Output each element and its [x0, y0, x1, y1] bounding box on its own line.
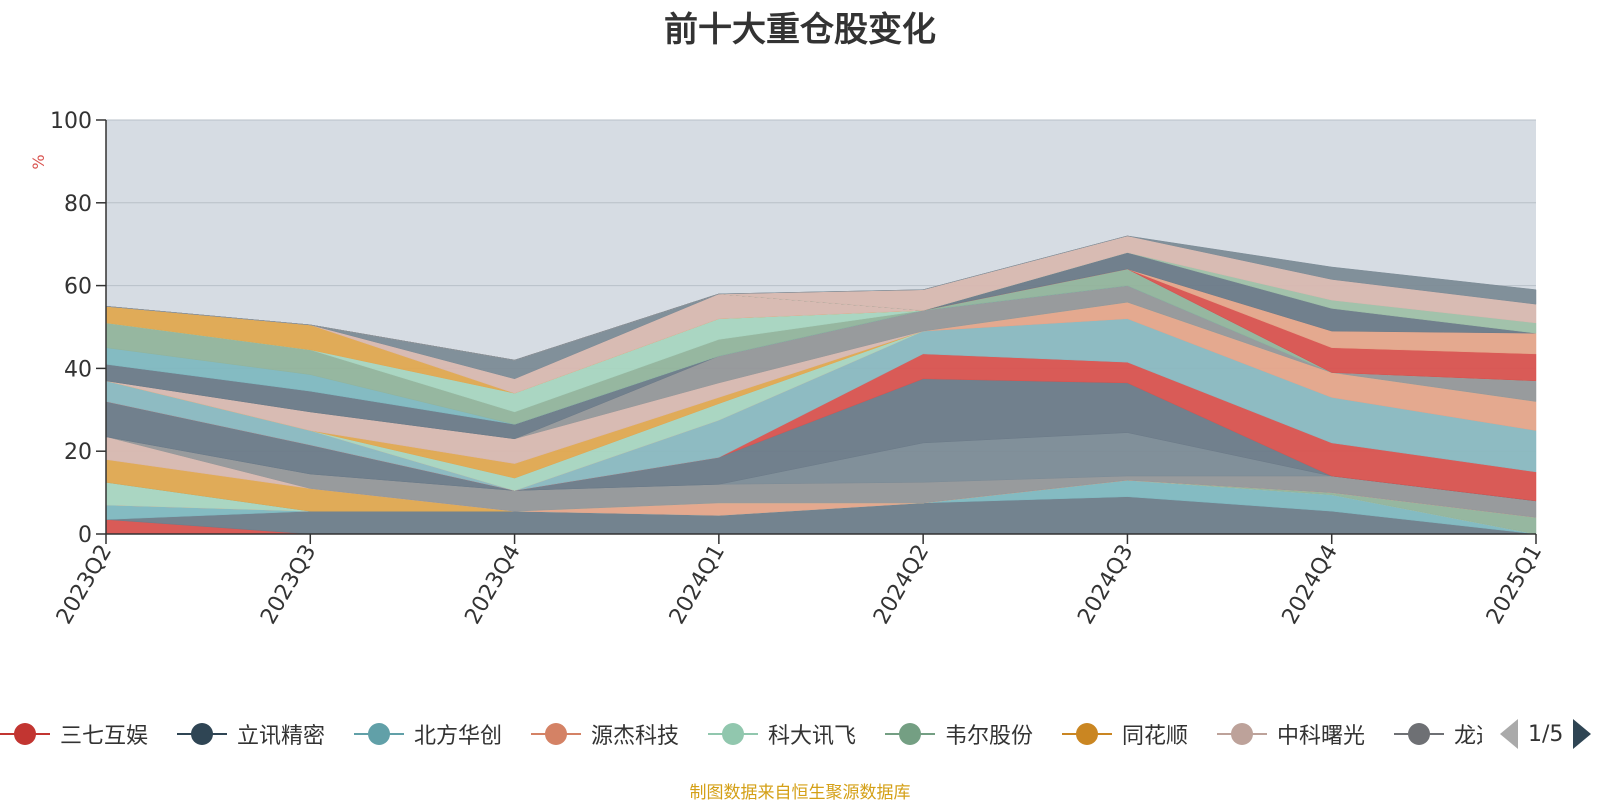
- legend-item-tonghuashun[interactable]: 同花顺: [1062, 716, 1188, 752]
- legend-item-iflytek[interactable]: 科大讯飞: [708, 716, 856, 752]
- legend-label: 北方华创: [414, 724, 503, 749]
- x-tick-label: 2024Q3: [1073, 541, 1138, 629]
- legend-marker-icon: [0, 716, 50, 752]
- legend-label: 中科曙光: [1277, 724, 1366, 749]
- y-tick-label: 40: [64, 357, 92, 382]
- legend-marker-icon: [531, 716, 581, 752]
- x-tick-label: 2024Q1: [665, 541, 730, 629]
- legend-page-indicator: 1/5: [1528, 721, 1564, 747]
- legend-label: 源杰科技: [591, 724, 680, 749]
- legend-marker-icon: [1394, 716, 1444, 752]
- legend-pager: 1/5: [1500, 718, 1592, 750]
- legend-label: 同花顺: [1122, 724, 1189, 749]
- legend-marker-icon: [1217, 716, 1267, 752]
- legend-item-naura[interactable]: 北方华创: [354, 716, 502, 752]
- legend-item-will-semi[interactable]: 韦尔股份: [885, 716, 1033, 752]
- legend-marker-icon: [177, 716, 227, 752]
- x-tick-label: 2023Q3: [256, 541, 321, 629]
- legend-label: 三七互娱: [60, 724, 149, 749]
- x-tick-label: 2025Q1: [1482, 541, 1547, 629]
- legend-marker-icon: [1062, 716, 1112, 752]
- legend-marker-icon: [708, 716, 758, 752]
- legend-item-sugon[interactable]: 中科曙光: [1217, 716, 1365, 752]
- source-note: 制图数据来自恒生聚源数据库: [689, 783, 911, 803]
- y-axis-unit: %: [29, 154, 48, 169]
- legend-marker-icon: [885, 716, 935, 752]
- stacked-area-chart: 0 20 40 60 80 100% 2023Q2 2023Q3 2023Q4 2024Q1 202…: [29, 109, 1547, 629]
- legend-items: 三七互娱 立讯精密 北方华创 源杰科技 科大讯飞 韦尔股份 同花顺 中科曙光: [0, 716, 1482, 756]
- legend-item-lixun[interactable]: 立讯精密: [177, 716, 325, 752]
- y-tick-label: 60: [64, 275, 92, 300]
- legend-item-yuanjie[interactable]: 源杰科技: [531, 716, 679, 752]
- x-tick-label: 2023Q4: [460, 541, 525, 629]
- y-tick-label: 100: [50, 109, 92, 134]
- legend-prev-page-icon[interactable]: [1500, 719, 1518, 749]
- y-tick-label: 80: [64, 192, 92, 217]
- legend-label: 龙迅股份: [1454, 724, 1482, 749]
- x-tick-label: 2023Q2: [52, 541, 117, 629]
- x-tick-label: 2024Q2: [869, 541, 934, 629]
- chart-title: 前十大重仓股变化: [664, 10, 936, 50]
- legend-next-page-icon[interactable]: [1573, 719, 1592, 749]
- legend-label: 立讯精密: [237, 724, 326, 749]
- legend-label: 韦尔股份: [945, 724, 1034, 749]
- legend-item-sanqi[interactable]: 三七互娱: [0, 716, 148, 752]
- y-tick-label: 0: [78, 523, 92, 548]
- y-tick-label: 20: [64, 440, 92, 465]
- area-band-31: [105, 235, 1537, 361]
- legend-label: 科大讯飞: [768, 724, 857, 749]
- legend-marker-icon: [354, 716, 404, 752]
- legend: 三七互娱 立讯精密 北方华创 源杰科技 科大讯飞 韦尔股份 同花顺 中科曙光: [0, 716, 1600, 756]
- x-tick-label: 2024Q4: [1278, 541, 1343, 629]
- legend-item-longxun[interactable]: 龙迅股份: [1394, 716, 1482, 752]
